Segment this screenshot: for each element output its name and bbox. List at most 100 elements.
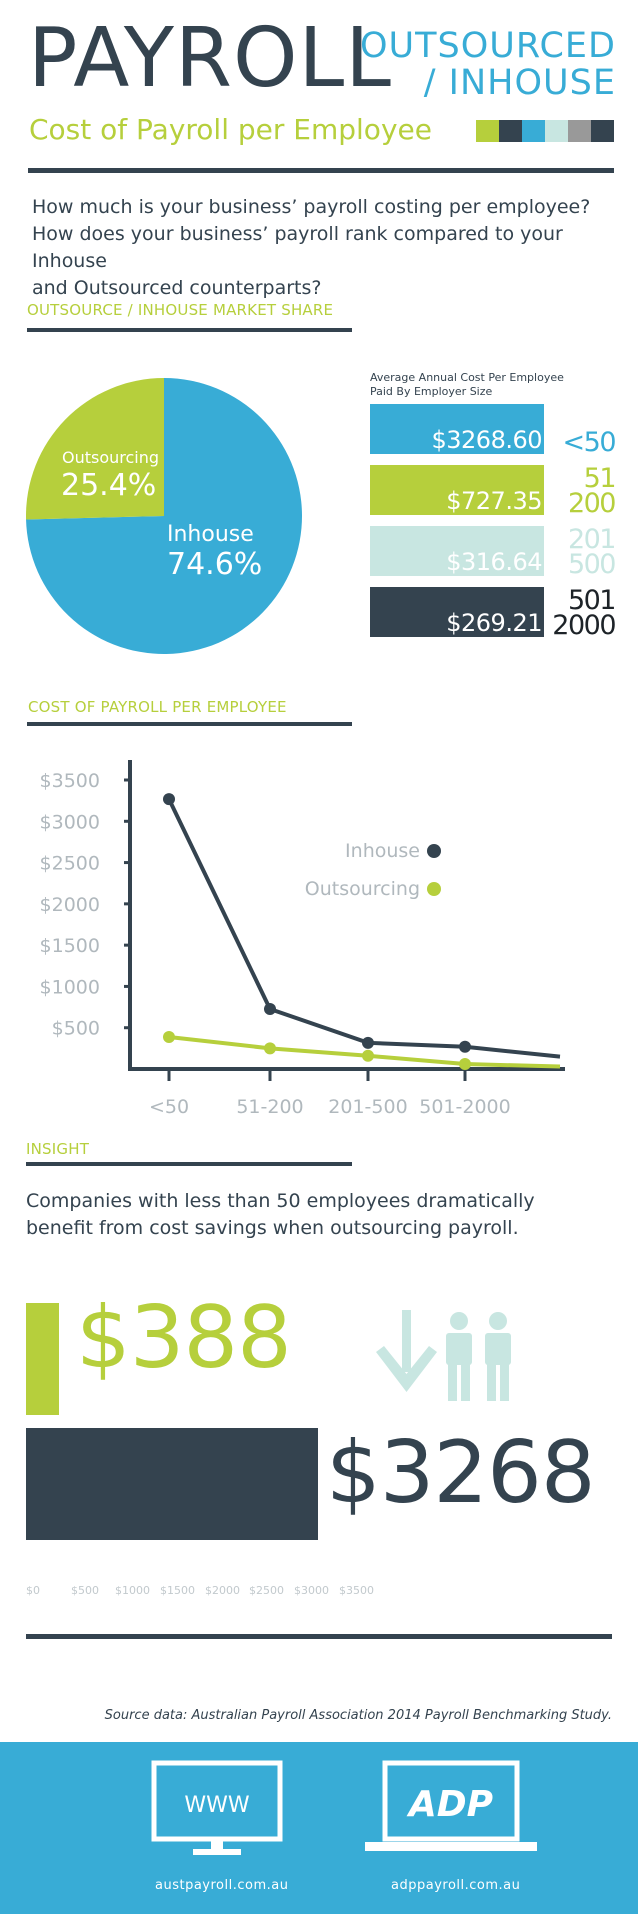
page-subtitle: Cost of Payroll per Employee: [29, 113, 432, 146]
series-points: [163, 793, 471, 1071]
y-tick-label: $2000: [40, 894, 100, 916]
intro-line: and Outsourced counterparts?: [32, 277, 322, 299]
x-tick-label: 201-500: [328, 1096, 407, 1118]
cost-bar-501-2000: $269.21: [370, 587, 544, 637]
point-outsourcing: [163, 1030, 175, 1043]
scale-label: $1000: [115, 1584, 150, 1597]
point-inhouse: [362, 1036, 374, 1049]
y-axis-ticks: $3500 $3000 $2500 $2000 $1500 $1000 $500: [40, 770, 130, 1040]
size-label-line: 201: [567, 524, 617, 555]
y-tick-label: $2500: [40, 853, 100, 875]
cost-bar-under-50: $3268.60: [370, 404, 544, 454]
section-divider: [26, 1162, 352, 1166]
www-label: WWW: [184, 1793, 250, 1818]
x-tick-label: 501-2000: [419, 1096, 510, 1118]
source-note: Source data: Australian Payroll Associat…: [104, 1708, 612, 1723]
intro-text: How much is your business’ payroll costi…: [32, 194, 632, 302]
market-share-pie: Outsourcing 25.4% Inhouse 74.6%: [26, 378, 302, 654]
size-label-line: <50: [562, 427, 617, 458]
scale-label: $0: [26, 1584, 40, 1597]
insight-value-outsourcing: $388: [76, 1288, 292, 1388]
scale-label: $3000: [294, 1584, 329, 1597]
section-heading-market-share: OUTSOURCE / INHOUSE MARKET SHARE: [27, 301, 334, 319]
bottom-divider: [26, 1634, 612, 1639]
legend-marker-outsourcing: [427, 882, 441, 896]
color-swatches: [476, 120, 614, 142]
cost-bar-51-200: $727.35: [370, 465, 544, 515]
adp-logo: ADP: [406, 1784, 493, 1825]
title-subheading: OUTSOURCED / INHOUSE: [360, 28, 616, 102]
point-inhouse: [264, 1002, 276, 1015]
section-divider: [27, 328, 352, 332]
swatch-pale: [545, 120, 568, 142]
size-label-51-200: 51 200: [567, 463, 617, 519]
insight-bar-inhouse: [26, 1428, 318, 1540]
footer: WWW austpayroll.com.au ADP adppayroll.co…: [0, 1742, 638, 1914]
point-outsourcing: [459, 1058, 471, 1071]
monitor-icon[interactable]: WWW: [151, 1760, 283, 1858]
y-tick-label: $3500: [40, 770, 100, 792]
cost-bar-value: $727.35: [446, 487, 542, 515]
size-label-line: 200: [567, 488, 617, 519]
legend-label-inhouse: Inhouse: [345, 840, 420, 862]
pie-value-inhouse: 74.6%: [167, 547, 262, 582]
point-inhouse: [163, 793, 175, 806]
size-label-201-500: 201 500: [567, 524, 617, 580]
y-tick-label: $1500: [40, 935, 100, 957]
x-axis-ticks: <50 51-200 201-500 501-2000: [149, 1069, 511, 1118]
scale-label: $2500: [249, 1584, 284, 1597]
page-title: PAYROLL: [28, 11, 392, 106]
section-divider: [27, 722, 352, 726]
pie-label-inhouse: Inhouse: [167, 522, 254, 547]
cost-bar-value: $3268.60: [431, 426, 542, 454]
intro-line: How does your business’ payroll rank com…: [32, 223, 563, 272]
x-tick-label: 51-200: [236, 1096, 303, 1118]
swatch-grey: [568, 120, 591, 142]
people-down-icon: [376, 1310, 511, 1401]
cost-bar-value: $269.21: [446, 609, 542, 637]
x-tick-label: <50: [149, 1096, 189, 1118]
section-heading-cost-per-employee: COST OF PAYROLL PER EMPLOYEE: [28, 698, 287, 716]
legend-marker-inhouse: [427, 844, 441, 858]
insight-line: benefit from cost savings when outsourci…: [26, 1217, 519, 1239]
scale-label: $1500: [160, 1584, 195, 1597]
swatch-green: [476, 120, 499, 142]
size-label-501-2000: 501 2000: [552, 585, 617, 641]
cost-bars-title-line: Paid By Employer Size: [370, 385, 493, 398]
size-label-line: 51: [583, 463, 617, 494]
insight-value-inhouse: $3268: [326, 1423, 596, 1523]
cost-bar-201-500: $316.64: [370, 526, 544, 576]
pie-slice-outsourcing: [26, 378, 164, 520]
point-outsourcing: [362, 1049, 374, 1062]
scale-label: $3500: [339, 1584, 374, 1597]
size-label-line: 2000: [552, 610, 616, 641]
legend-label-outsourcing: Outsourcing: [305, 878, 420, 900]
insight-line: Companies with less than 50 employees dr…: [26, 1190, 535, 1212]
swatch-navy-2: [591, 120, 614, 142]
cost-bar-value: $316.64: [446, 548, 542, 576]
footer-link-austpayroll[interactable]: austpayroll.com.au: [155, 1878, 289, 1893]
size-label-line: 501: [567, 585, 617, 616]
series-line-inhouse: [167, 798, 561, 1059]
y-tick-label: $1000: [40, 976, 100, 998]
pie-label-outsourcing: Outsourcing: [62, 448, 159, 467]
y-tick-label: $500: [52, 1018, 100, 1040]
footer-link-adppayroll[interactable]: adppayroll.com.au: [391, 1878, 521, 1893]
cost-line-chart: $3500 $3000 $2500 $2000 $1500 $1000 $500 <50 51…: [40, 760, 565, 1118]
pie-slice-inhouse: [26, 378, 302, 654]
header-divider: [28, 168, 614, 173]
y-tick-label: $3000: [40, 811, 100, 833]
point-outsourcing: [264, 1042, 276, 1055]
scale-label: $500: [71, 1584, 99, 1597]
laptop-icon[interactable]: ADP: [363, 1760, 539, 1858]
title-outsourced: OUTSOURCED: [359, 26, 616, 66]
insight-text: Companies with less than 50 employees dr…: [26, 1188, 586, 1242]
swatch-blue: [522, 120, 545, 142]
intro-line: How much is your business’ payroll costi…: [32, 196, 591, 218]
insight-bar-outsourcing: [26, 1303, 59, 1415]
size-label-under-50: <50: [562, 427, 617, 458]
swatch-navy: [499, 120, 522, 142]
pie-value-outsourcing: 25.4%: [61, 468, 156, 503]
size-label-line: 500: [567, 549, 617, 580]
scale-label: $2000: [205, 1584, 240, 1597]
